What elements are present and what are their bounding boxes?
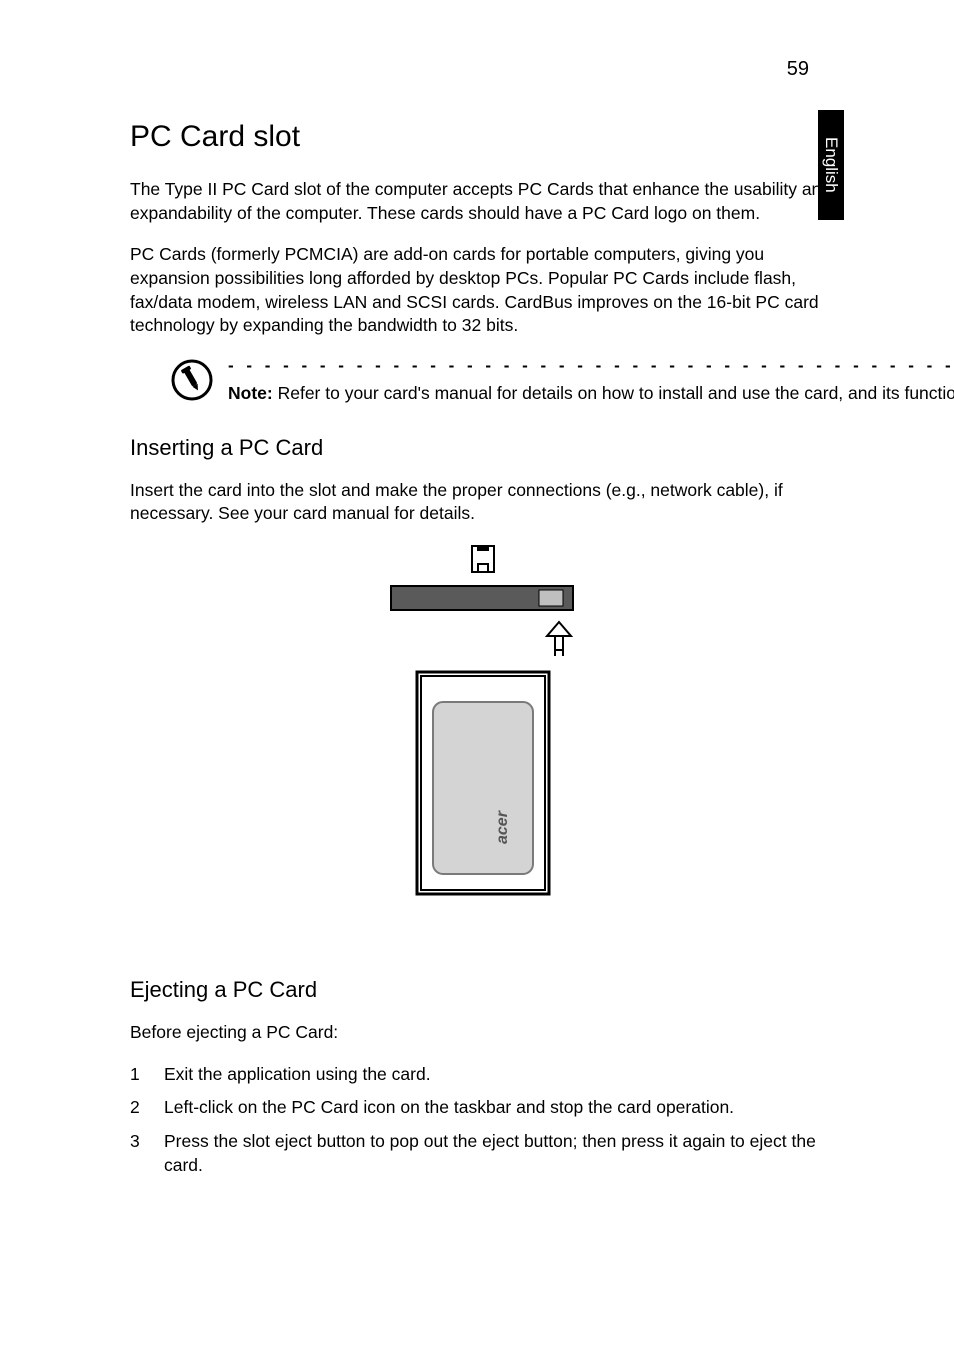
step-1: Exit the application using the card. — [130, 1063, 834, 1087]
page-container: 59 English PC Card slot The Type II PC C… — [0, 0, 954, 1247]
eject-steps-list: Exit the application using the card. Lef… — [130, 1063, 834, 1178]
heading-ejecting: Ejecting a PC Card — [130, 977, 834, 1003]
note-text: Note: Refer to your card's manual for de… — [228, 382, 954, 406]
note-icon — [170, 358, 214, 407]
note-label: Note: — [228, 383, 273, 403]
paragraph-before-eject: Before ejecting a PC Card: — [130, 1021, 834, 1045]
paragraph-intro: The Type II PC Card slot of the computer… — [130, 178, 834, 225]
note-body: Refer to your card's manual for details … — [273, 383, 954, 403]
heading-pc-card-slot: PC Card slot — [130, 120, 834, 154]
heading-inserting: Inserting a PC Card — [130, 435, 834, 461]
page-number: 59 — [787, 58, 809, 81]
note-block: - - - - - - - - - - - - - - - - - - - - … — [130, 356, 834, 407]
note-divider: - - - - - - - - - - - - - - - - - - - - … — [228, 356, 954, 376]
language-tab: English — [818, 110, 844, 220]
card-brand-text: acer — [494, 810, 511, 844]
paragraph-pcmcia: PC Cards (formerly PCMCIA) are add-on ca… — [130, 243, 834, 338]
paragraph-insert: Insert the card into the slot and make t… — [130, 479, 834, 526]
note-content: - - - - - - - - - - - - - - - - - - - - … — [228, 356, 954, 406]
step-3: Press the slot eject button to pop out t… — [130, 1130, 834, 1177]
step-2: Left-click on the PC Card icon on the ta… — [130, 1096, 834, 1120]
figure-insert-card: acer — [130, 544, 834, 949]
